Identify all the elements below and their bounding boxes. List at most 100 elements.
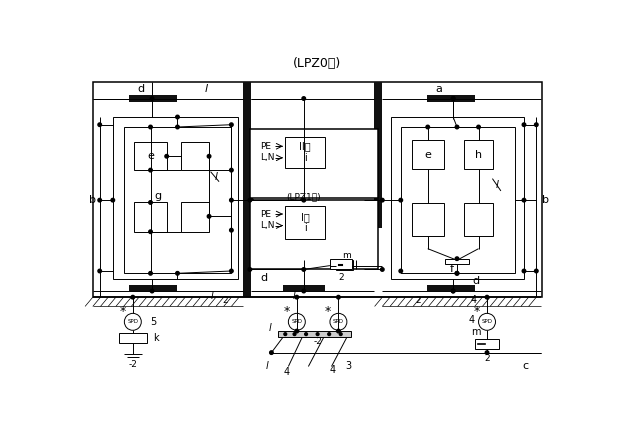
Circle shape bbox=[293, 333, 296, 336]
Bar bbox=[427, 95, 475, 102]
Circle shape bbox=[230, 198, 233, 202]
Text: SPD: SPD bbox=[128, 319, 138, 324]
Circle shape bbox=[485, 296, 489, 299]
Text: 2: 2 bbox=[415, 296, 420, 305]
Circle shape bbox=[230, 228, 233, 232]
Text: L,N: L,N bbox=[260, 221, 274, 230]
Circle shape bbox=[451, 289, 455, 293]
Circle shape bbox=[455, 272, 459, 275]
Text: 4: 4 bbox=[330, 365, 336, 375]
Text: *: * bbox=[474, 305, 480, 318]
Bar bbox=[285, 206, 326, 238]
Circle shape bbox=[522, 123, 526, 126]
Bar bbox=[400, 127, 515, 273]
Text: 2: 2 bbox=[484, 354, 490, 363]
Text: 2: 2 bbox=[222, 296, 228, 305]
Circle shape bbox=[535, 269, 538, 273]
Text: h: h bbox=[475, 150, 482, 160]
Circle shape bbox=[98, 123, 102, 126]
Circle shape bbox=[149, 125, 152, 129]
Circle shape bbox=[426, 125, 430, 129]
Text: 4: 4 bbox=[284, 367, 290, 377]
Bar bbox=[446, 259, 469, 264]
Bar bbox=[181, 202, 209, 232]
Circle shape bbox=[207, 154, 211, 158]
Text: (LPZ1区): (LPZ1区) bbox=[287, 193, 321, 201]
Circle shape bbox=[131, 296, 134, 299]
Bar bbox=[134, 143, 167, 170]
Circle shape bbox=[455, 125, 459, 129]
Bar bbox=[283, 129, 326, 136]
Circle shape bbox=[295, 296, 298, 299]
Circle shape bbox=[284, 333, 287, 336]
Text: b: b bbox=[89, 195, 95, 205]
Text: f: f bbox=[449, 265, 454, 274]
Bar bbox=[250, 200, 378, 269]
Bar bbox=[113, 117, 238, 279]
Circle shape bbox=[522, 269, 526, 273]
Circle shape bbox=[249, 198, 253, 202]
Text: SPD: SPD bbox=[333, 319, 344, 324]
Circle shape bbox=[149, 272, 152, 275]
Circle shape bbox=[305, 333, 308, 336]
Bar bbox=[250, 129, 378, 198]
Text: m: m bbox=[470, 327, 480, 337]
Text: k: k bbox=[154, 333, 159, 343]
Bar bbox=[129, 95, 176, 102]
Text: l: l bbox=[269, 323, 271, 333]
Circle shape bbox=[230, 168, 233, 172]
Text: *: * bbox=[119, 305, 126, 318]
Circle shape bbox=[451, 97, 455, 100]
Text: d: d bbox=[137, 84, 144, 94]
Circle shape bbox=[485, 351, 489, 354]
Text: II类
i: II类 i bbox=[300, 142, 311, 163]
Circle shape bbox=[337, 296, 340, 299]
Bar bbox=[475, 339, 500, 349]
Circle shape bbox=[316, 333, 319, 336]
Text: m: m bbox=[342, 251, 351, 260]
Text: I类
i: I类 i bbox=[301, 212, 310, 233]
Text: l: l bbox=[266, 361, 268, 371]
Text: PE: PE bbox=[260, 210, 271, 218]
Circle shape bbox=[176, 125, 180, 129]
Circle shape bbox=[248, 268, 252, 271]
Text: d: d bbox=[260, 273, 267, 283]
Circle shape bbox=[337, 329, 340, 333]
Circle shape bbox=[451, 97, 455, 100]
Circle shape bbox=[381, 268, 384, 271]
Bar bbox=[336, 260, 353, 270]
Circle shape bbox=[302, 198, 306, 202]
Bar bbox=[285, 137, 326, 168]
Circle shape bbox=[165, 154, 168, 158]
Text: l: l bbox=[215, 172, 217, 182]
Circle shape bbox=[339, 333, 342, 336]
Text: -2: -2 bbox=[129, 360, 138, 369]
Text: 2: 2 bbox=[338, 272, 344, 282]
Text: *: * bbox=[284, 305, 290, 318]
Circle shape bbox=[295, 329, 298, 333]
Circle shape bbox=[124, 313, 141, 330]
Circle shape bbox=[149, 230, 152, 234]
Text: l: l bbox=[204, 84, 207, 94]
Circle shape bbox=[399, 269, 402, 273]
Circle shape bbox=[176, 115, 180, 119]
Circle shape bbox=[98, 269, 102, 273]
Text: e: e bbox=[147, 151, 154, 161]
Circle shape bbox=[149, 168, 152, 172]
Text: SPD: SPD bbox=[482, 319, 493, 324]
Circle shape bbox=[535, 123, 538, 126]
Text: c: c bbox=[522, 361, 529, 371]
Text: a: a bbox=[436, 84, 443, 94]
Circle shape bbox=[98, 198, 102, 202]
Bar bbox=[412, 140, 444, 169]
Circle shape bbox=[399, 198, 402, 202]
Circle shape bbox=[230, 269, 233, 273]
Text: SPD: SPD bbox=[292, 319, 302, 324]
Circle shape bbox=[381, 198, 384, 202]
Bar bbox=[464, 203, 493, 235]
Text: g: g bbox=[155, 191, 162, 201]
Bar bbox=[427, 285, 475, 291]
Circle shape bbox=[455, 272, 459, 275]
Text: PE: PE bbox=[260, 142, 271, 151]
Text: 4: 4 bbox=[469, 315, 475, 325]
